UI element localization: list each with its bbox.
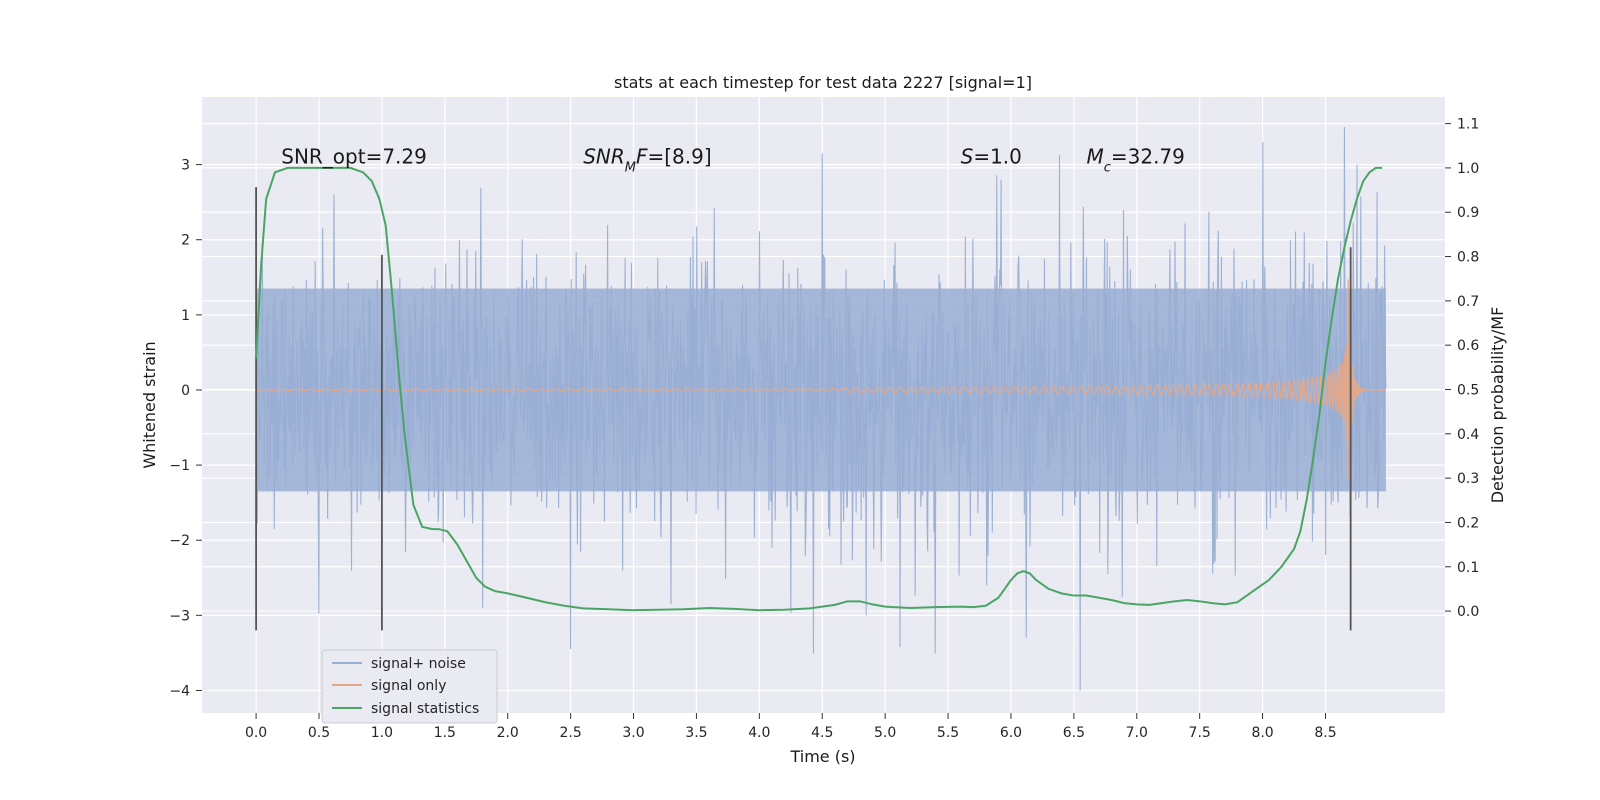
y2-tick-label: 0.8	[1457, 250, 1479, 266]
y2-tick-label: 0.2	[1457, 515, 1479, 531]
x-tick-label: 0.5	[308, 725, 330, 741]
y-axis-label: Whitened strain	[140, 341, 159, 468]
legend-box	[321, 649, 498, 724]
y-tick-label: 0	[181, 383, 190, 399]
x-tick-label: 7.5	[1189, 725, 1211, 741]
series-signal-only	[255, 279, 1386, 481]
annotation: SNRMF=[8.9]	[583, 144, 711, 175]
y2-tick-label: 1.0	[1457, 161, 1479, 177]
legend-label-stat: signal statistics	[371, 701, 479, 717]
legend-label-signal: signal only	[371, 678, 446, 694]
series-signal-statistics	[255, 166, 1383, 612]
legend-label-noise: signal+ noise	[371, 656, 466, 672]
y2-axis-ticks: 1.1 1.0 0.9 0.8 0.7 0.6 0.5 0.4 0.3 0.2 0.1 0.0	[1445, 117, 1479, 620]
x-tick-label: 8.5	[1314, 725, 1336, 741]
y-tick-label: −4	[169, 683, 190, 699]
chart-title: stats at each timestep for test data 222…	[614, 73, 1032, 92]
y2-tick-label: 0.3	[1457, 471, 1479, 487]
y-tick-label: 3	[181, 158, 190, 174]
legend: signal+ noise signal only signal statist…	[321, 649, 498, 724]
y2-tick-label: 0.4	[1457, 427, 1479, 443]
annotations: SNR_opt=7.29 SNRMF=[8.9] S=1.0 Mc=32.79	[281, 144, 1185, 175]
x-tick-label: 4.5	[811, 725, 833, 741]
x-tick-label: 7.0	[1126, 725, 1148, 741]
x-tick-label: 4.0	[748, 725, 770, 741]
x-tick-label: 5.0	[874, 725, 896, 741]
y-tick-label: −3	[169, 608, 190, 624]
x-tick-label: 6.0	[1000, 725, 1022, 741]
x-tick-label: 1.5	[434, 725, 456, 741]
x-tick-label: 1.0	[371, 725, 393, 741]
y2-tick-label: 0.1	[1457, 560, 1479, 576]
x-tick-label: 0.0	[245, 725, 267, 741]
y-tick-label: 2	[181, 233, 190, 249]
annotation: S=1.0	[961, 144, 1022, 168]
x-tick-label: 2.5	[559, 725, 581, 741]
y-tick-label: −1	[169, 458, 190, 474]
annotation: Mc=32.79	[1086, 144, 1184, 175]
y2-tick-label: 0.0	[1457, 604, 1479, 620]
y-tick-label: 1	[181, 308, 190, 324]
x-tick-label: 8.0	[1251, 725, 1273, 741]
y2-axis-label: Detection probability/MF	[1488, 307, 1507, 504]
y2-tick-label: 0.5	[1457, 382, 1479, 398]
y2-tick-label: 0.6	[1457, 338, 1479, 354]
x-tick-label: 3.0	[622, 725, 644, 741]
vertical-markers	[255, 187, 1352, 631]
y-axis-ticks: 3 2 1 0 −1 −2 −3 −4	[169, 158, 202, 699]
y2-tick-label: 0.7	[1457, 294, 1479, 310]
stat-line	[255, 166, 1383, 612]
x-axis-label: Time (s)	[789, 747, 855, 766]
x-tick-label: 6.5	[1063, 725, 1085, 741]
signal-trace	[255, 279, 1386, 481]
x-tick-label: 5.5	[937, 725, 959, 741]
y-tick-label: −2	[169, 533, 190, 549]
y2-tick-label: 1.1	[1457, 117, 1479, 133]
x-axis-ticks: 0.0 0.5 1.0 1.5 2.0 2.5 3.0 3.5 4.0 4.5 5.0 5.5 6.0 6…	[245, 713, 1337, 741]
x-tick-label: 3.5	[685, 725, 707, 741]
x-tick-label: 2.0	[497, 725, 519, 741]
y2-tick-label: 0.9	[1457, 205, 1479, 221]
annotation: SNR_opt=7.29	[281, 144, 427, 168]
